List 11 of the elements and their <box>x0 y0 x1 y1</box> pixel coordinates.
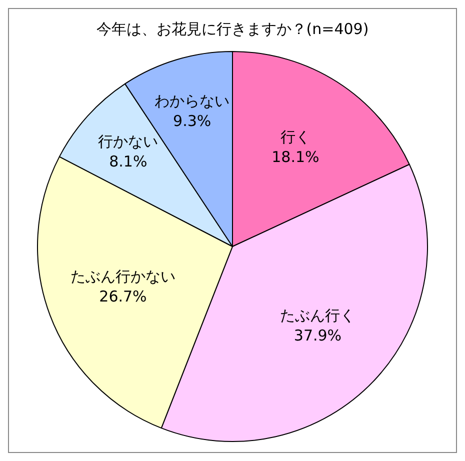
data-label: 8.1% <box>109 152 148 170</box>
data-label: 18.1% <box>272 148 320 166</box>
slice-label: たぶん行く <box>280 306 356 325</box>
data-label: 37.9% <box>294 326 342 345</box>
data-label: 9.3% <box>173 112 212 130</box>
slice-label: 行く <box>280 128 310 146</box>
data-label: 26.7% <box>99 288 147 306</box>
slice-label: たぶん行かない <box>70 268 176 286</box>
chart-title: 今年は、お花見に行きますか？(n=409) <box>96 20 369 38</box>
slice-label: わからない <box>154 92 230 110</box>
slice-label: 行かない <box>98 132 158 150</box>
